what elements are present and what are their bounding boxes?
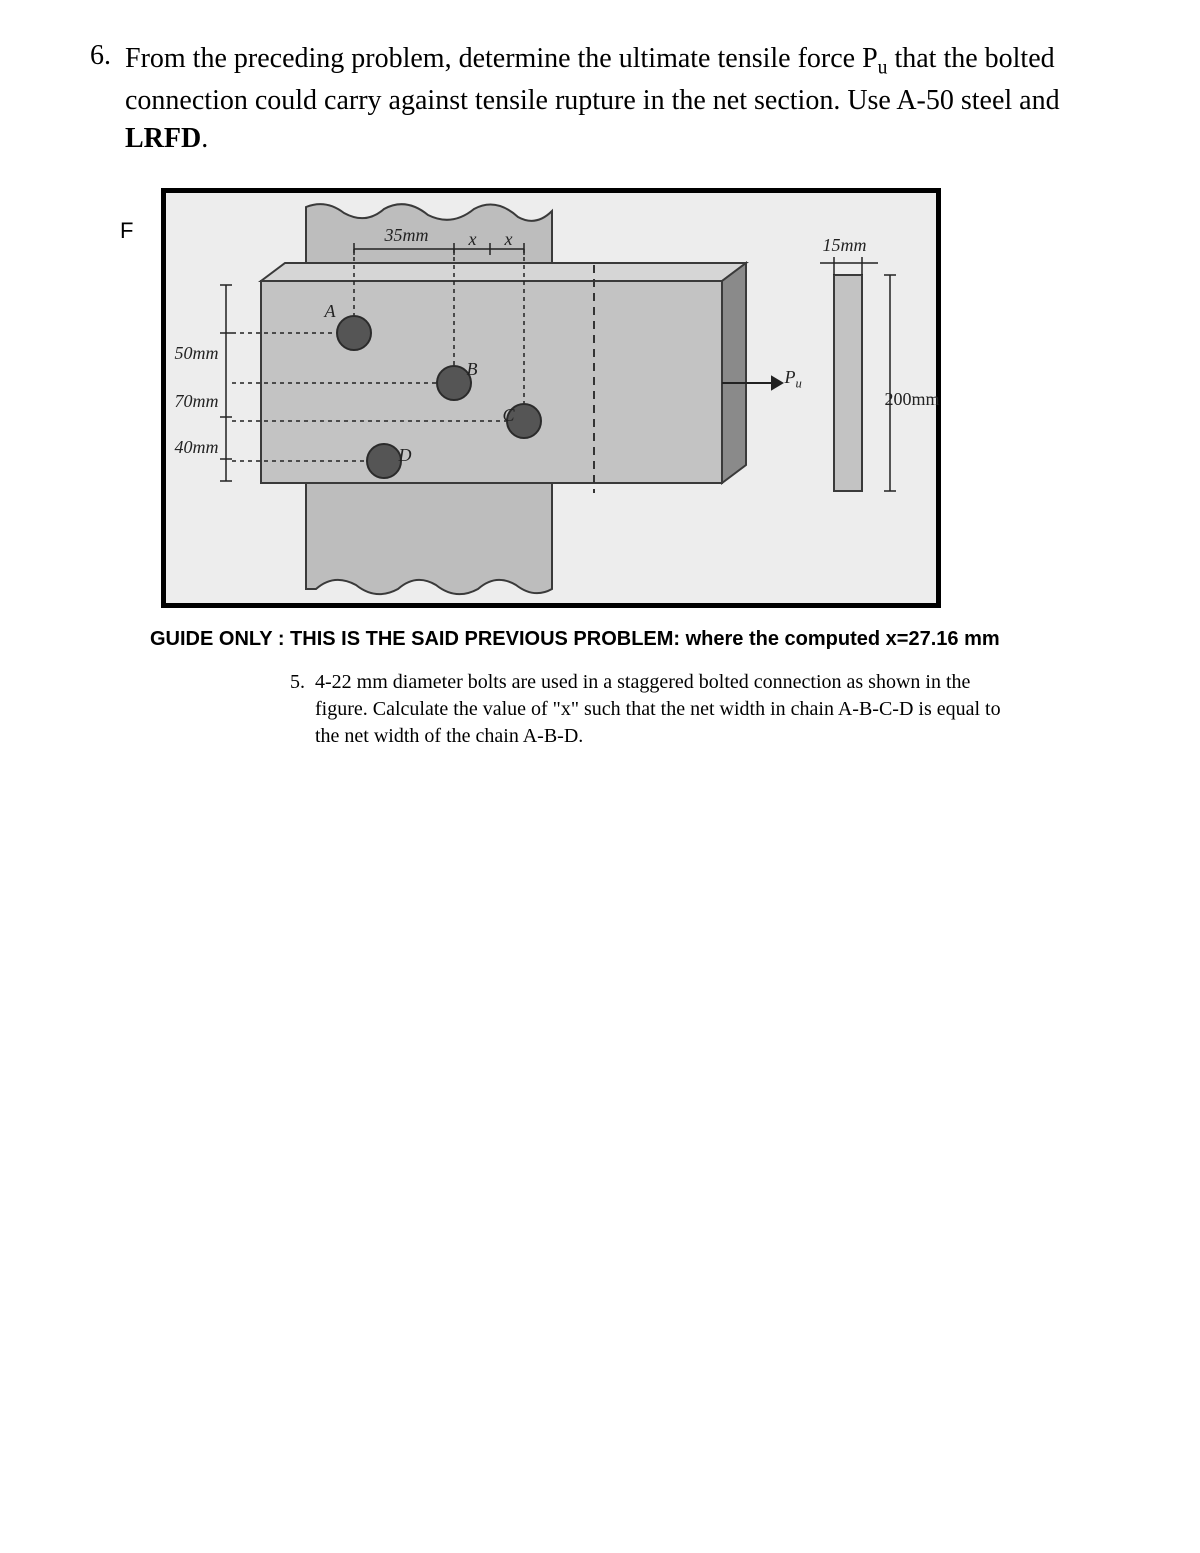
- figure-row: F: [120, 188, 1130, 608]
- force-p: P: [784, 367, 795, 387]
- dim-70mm: 70mm: [174, 391, 218, 412]
- previous-problem-text: 4-22 mm diameter bolts are used in a sta…: [315, 669, 1010, 750]
- dim-15mm: 15mm: [822, 235, 866, 256]
- figure-box: 35mm x x 50mm 70mm 40mm A B C D Pu 15mm …: [161, 188, 941, 608]
- hole-label-c: C: [502, 405, 514, 426]
- dim-x1: x: [468, 229, 476, 250]
- guide-text: GUIDE ONLY : THIS IS THE SAID PREVIOUS P…: [150, 628, 1130, 651]
- bolt-a: [337, 316, 371, 350]
- hole-label-a: A: [324, 301, 335, 322]
- force-sub: u: [795, 376, 801, 390]
- dim-x2: x: [504, 229, 512, 250]
- previous-problem-number: 5.: [290, 669, 305, 750]
- problem-text-part-1: From the preceding problem, determine th…: [125, 43, 878, 74]
- problem-text: From the preceding problem, determine th…: [125, 40, 1130, 158]
- figure-side-label: F: [120, 218, 133, 244]
- previous-problem: 5. 4-22 mm diameter bolts are used in a …: [290, 669, 1010, 750]
- dim-50mm: 50mm: [174, 343, 218, 364]
- figure-svg: [166, 193, 936, 603]
- main-plate: [261, 263, 746, 483]
- hole-label-d: D: [398, 445, 411, 466]
- dim-200mm: 200mm: [884, 389, 939, 410]
- dim-35mm: 35mm: [384, 225, 428, 246]
- problem-text-part-3: .: [201, 123, 208, 154]
- problem-number: 6.: [90, 40, 111, 72]
- problem-6: 6. From the preceding problem, determine…: [90, 40, 1130, 158]
- force-label: Pu: [784, 367, 801, 392]
- dim-40mm: 40mm: [174, 437, 218, 458]
- problem-text-sub: u: [878, 58, 888, 79]
- bolt-d: [367, 444, 401, 478]
- problem-text-bold: LRFD: [125, 123, 201, 154]
- hole-label-b: B: [466, 359, 477, 380]
